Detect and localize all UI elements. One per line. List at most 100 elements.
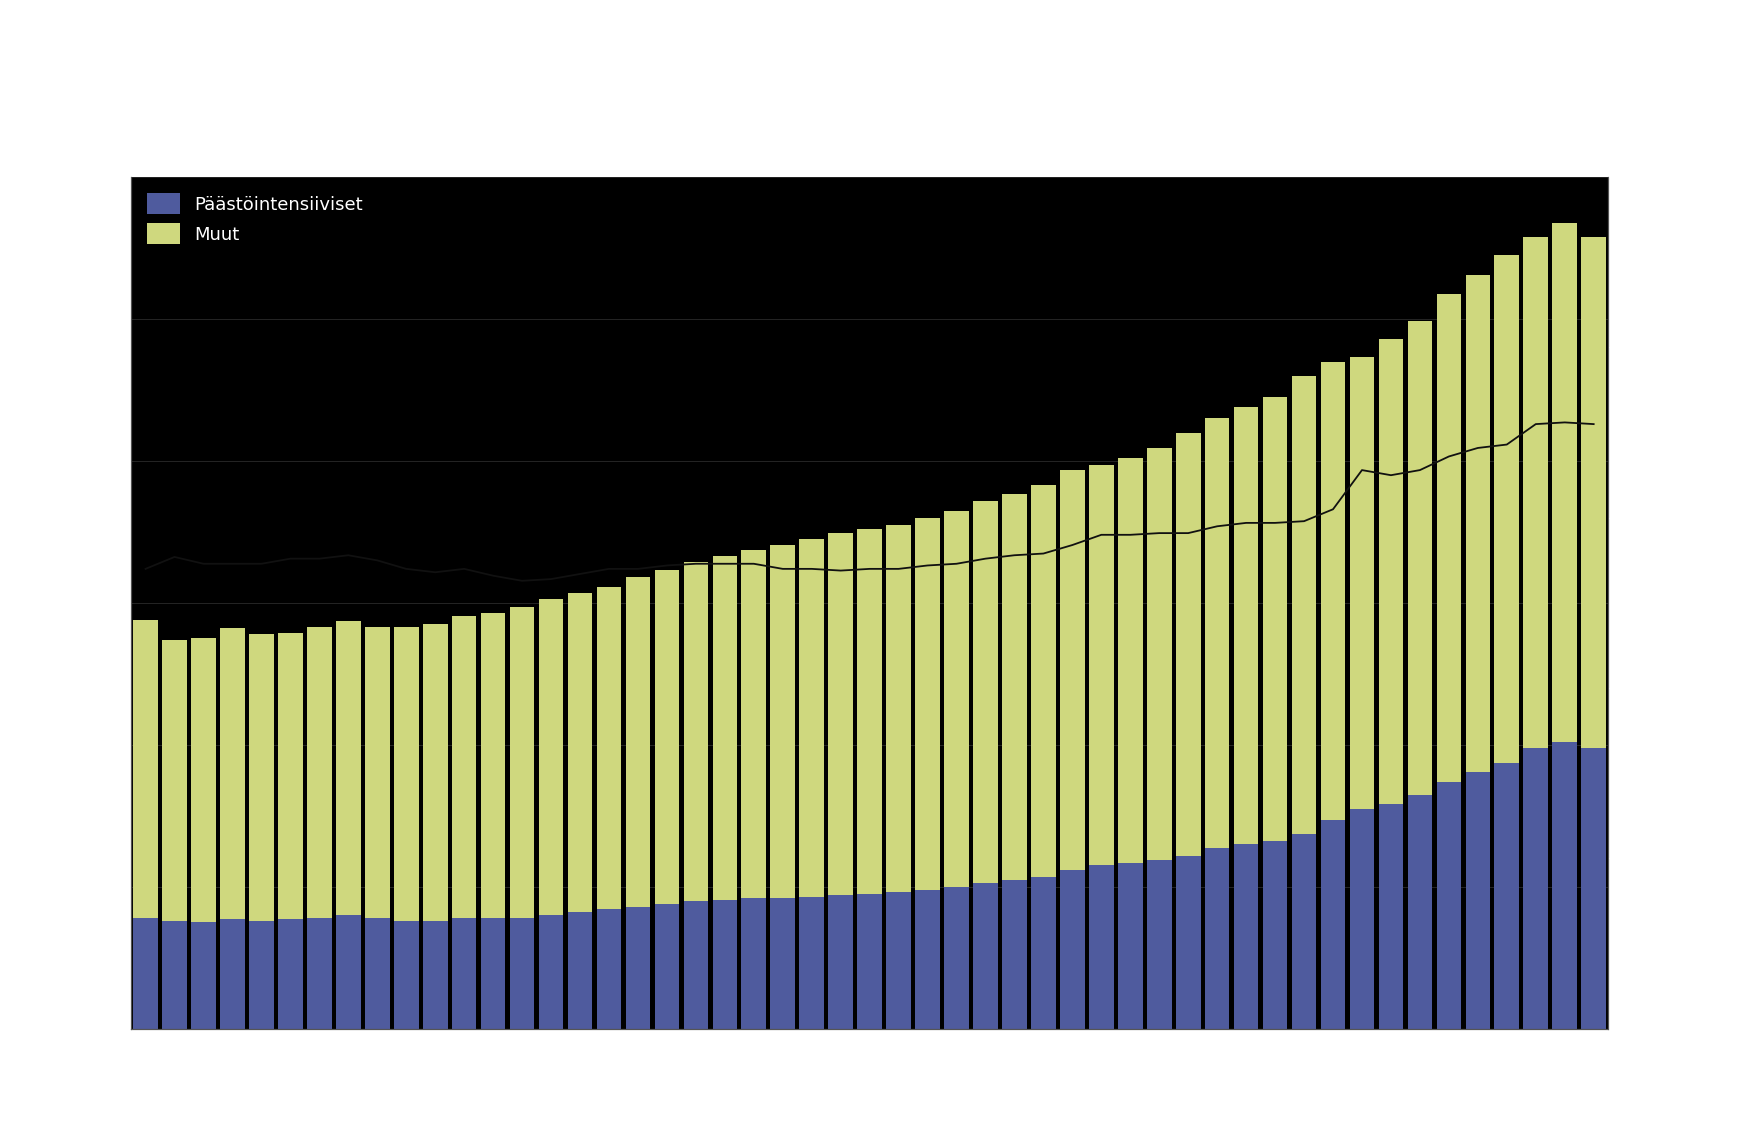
Bar [713,900,738,1029]
Bar [1059,870,1086,1029]
Bar [596,910,621,1029]
Bar [1321,361,1346,820]
Bar [944,887,968,1029]
Bar [1582,748,1606,1029]
Bar [1292,376,1316,834]
Bar [393,921,418,1029]
Bar [1031,877,1056,1029]
Bar [1002,880,1026,1029]
Bar [626,906,650,1029]
Bar [799,897,823,1029]
Bar [799,539,823,897]
Bar [423,921,447,1029]
Bar [654,570,680,904]
Bar [916,889,940,1029]
Bar [1552,742,1577,1029]
Bar [133,918,157,1029]
Bar [1465,772,1489,1029]
Bar [336,916,360,1029]
Bar [974,501,998,882]
Bar [1465,275,1489,772]
Bar [1031,485,1056,877]
Bar [1321,820,1346,1029]
Bar [1262,397,1288,841]
Bar [423,624,447,921]
Bar [365,918,390,1029]
Bar [857,894,883,1029]
Bar [654,904,680,1029]
Bar [857,529,883,894]
Bar [1495,255,1519,764]
Bar [1002,494,1026,880]
Bar [538,916,563,1029]
Bar [1204,418,1229,848]
Bar [308,628,332,918]
Bar [1204,848,1229,1029]
Bar [683,561,708,901]
Bar [336,622,360,916]
Bar [829,534,853,895]
Bar [1495,764,1519,1029]
Bar [1147,448,1171,860]
Bar [308,918,332,1029]
Bar [1582,237,1606,748]
Bar [1292,834,1316,1029]
Bar [1407,794,1432,1029]
Bar [220,629,245,919]
Bar [510,918,535,1029]
Bar [278,633,302,919]
Bar [365,628,390,918]
Bar [1437,782,1461,1029]
Bar [886,893,911,1029]
Bar [481,918,505,1029]
Bar [250,634,274,921]
Bar [133,620,157,918]
Bar [1349,809,1374,1029]
Bar [1379,805,1404,1029]
Bar [683,901,708,1029]
Bar [220,919,245,1029]
Bar [1089,865,1113,1029]
Bar [163,921,187,1029]
Bar [626,577,650,906]
Bar [393,628,418,921]
Bar [191,639,215,922]
Bar [1176,433,1201,856]
Bar [1176,856,1201,1029]
Bar [250,921,274,1029]
Bar [1407,320,1432,794]
Bar [163,640,187,921]
Bar [191,922,215,1029]
Bar [741,898,766,1029]
Bar [596,588,621,910]
Bar [1147,860,1171,1029]
Bar [916,518,940,889]
Bar [1379,339,1404,805]
Bar [1524,237,1549,748]
Bar [886,525,911,893]
Bar [944,511,968,887]
Bar [1437,294,1461,782]
Bar [713,557,738,900]
Bar [568,912,593,1029]
Bar [1262,841,1288,1029]
Bar [481,613,505,918]
Bar [278,919,302,1029]
Bar [538,599,563,916]
Bar [451,616,477,918]
Bar [568,593,593,912]
Bar [451,918,477,1029]
Bar [1524,748,1549,1029]
Bar [1059,470,1086,870]
Bar [974,882,998,1029]
Bar [741,551,766,898]
Bar [1552,223,1577,742]
Bar [1089,465,1113,865]
Bar [510,607,535,918]
Bar [1349,358,1374,809]
Bar [1234,407,1259,845]
Text: Luottolaitosten velkapaperiomistukset ovat kasvaneet,
mutta päästöintensiivisten: Luottolaitosten velkapaperiomistukset ov… [128,54,867,110]
Bar [771,898,795,1029]
Bar [1119,458,1143,863]
Bar [829,895,853,1029]
